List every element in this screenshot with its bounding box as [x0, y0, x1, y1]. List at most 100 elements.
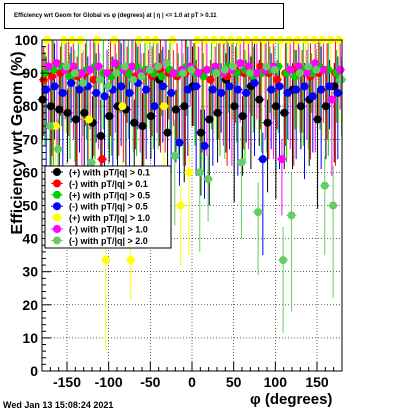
data-point — [250, 79, 259, 88]
legend-marker — [53, 179, 61, 188]
data-point — [160, 102, 169, 111]
legend-label: (-) with pT/|q| > 2.0 — [69, 236, 148, 246]
data-point — [229, 62, 238, 71]
x-tick-label: 50 — [226, 374, 242, 390]
data-point — [273, 75, 282, 84]
data-point — [118, 102, 127, 111]
data-point — [286, 65, 295, 74]
data-point — [317, 85, 326, 94]
data-point — [200, 141, 209, 150]
data-point — [206, 75, 215, 84]
data-point — [252, 69, 261, 78]
data-point — [211, 62, 220, 71]
data-point — [87, 158, 96, 167]
data-point — [262, 62, 271, 71]
data-point — [255, 95, 264, 104]
data-point — [208, 85, 217, 94]
data-point — [205, 115, 214, 124]
data-point — [129, 75, 138, 84]
legend-label: (+) with pT/|q| > 1.0 — [69, 213, 150, 223]
data-point — [294, 62, 303, 71]
data-point — [321, 102, 330, 111]
data-point — [158, 82, 167, 91]
chart-title: Efficiency wrt Geom for Global vs φ (deg… — [14, 13, 217, 19]
data-point — [80, 108, 89, 117]
data-point — [125, 88, 134, 97]
x-axis-label: φ (degrees) — [250, 391, 333, 408]
data-point — [280, 108, 289, 117]
y-tick-label: 100 — [15, 32, 39, 48]
data-point — [77, 69, 86, 78]
data-point — [50, 82, 59, 91]
legend: (+) with pT/|q| > 0.1(-) with pT/|q| > 0… — [44, 165, 172, 249]
data-point — [104, 82, 113, 91]
data-point — [126, 256, 135, 265]
data-point — [202, 65, 211, 74]
data-point — [176, 201, 185, 210]
data-point — [145, 65, 154, 74]
data-point — [170, 151, 179, 160]
data-point — [63, 108, 72, 117]
data-point — [196, 128, 205, 137]
data-point — [279, 256, 288, 265]
data-point — [180, 102, 189, 111]
data-point — [169, 69, 178, 78]
data-point — [312, 65, 321, 74]
data-point — [267, 85, 276, 94]
data-point — [220, 65, 229, 74]
data-point — [195, 168, 204, 177]
y-axis-label: Efficiency wrt Geom (%) — [9, 51, 26, 235]
data-point — [105, 112, 114, 121]
data-point — [283, 88, 292, 97]
data-point — [304, 62, 313, 71]
data-point — [258, 155, 267, 164]
data-point — [96, 131, 105, 140]
data-point — [238, 112, 247, 121]
data-point — [162, 59, 171, 68]
data-point — [94, 62, 103, 71]
data-point — [102, 69, 111, 78]
data-point — [327, 95, 336, 104]
data-point — [270, 65, 279, 74]
data-point — [217, 88, 226, 97]
y-tick-label: 80 — [22, 98, 38, 114]
data-point — [69, 62, 78, 71]
data-point — [233, 85, 242, 94]
data-point — [212, 69, 221, 78]
data-point — [167, 88, 176, 97]
legend-label: (-) with pT/|q| > 0.5 — [69, 202, 148, 212]
data-point — [171, 105, 180, 114]
data-point — [185, 168, 194, 177]
data-point — [333, 88, 342, 97]
data-point — [275, 82, 284, 91]
legend-marker — [53, 168, 61, 176]
data-point — [179, 69, 188, 78]
data-point — [42, 85, 51, 94]
data-point — [55, 105, 64, 114]
data-point — [296, 102, 305, 111]
data-point — [242, 88, 251, 97]
data-point — [325, 82, 334, 91]
legend-label: (-) with pT/|q| > 0.1 — [69, 179, 148, 189]
data-point — [183, 85, 192, 94]
data-point — [101, 256, 110, 265]
data-point — [98, 155, 107, 164]
data-point — [204, 175, 213, 184]
data-point — [329, 201, 338, 210]
data-point — [62, 62, 71, 71]
data-point — [319, 65, 328, 74]
data-point — [277, 155, 286, 164]
data-point — [157, 72, 166, 81]
data-point — [336, 65, 345, 74]
data-point — [254, 208, 263, 217]
data-point — [263, 118, 272, 127]
data-point — [244, 62, 253, 71]
data-point — [163, 128, 172, 137]
data-point — [92, 88, 101, 97]
y-tick-label: 50 — [22, 198, 38, 214]
data-point — [192, 82, 201, 91]
data-point — [117, 82, 126, 91]
data-point — [112, 69, 121, 78]
legend-label: (+) with pT/|q| > 0.5 — [69, 190, 150, 200]
